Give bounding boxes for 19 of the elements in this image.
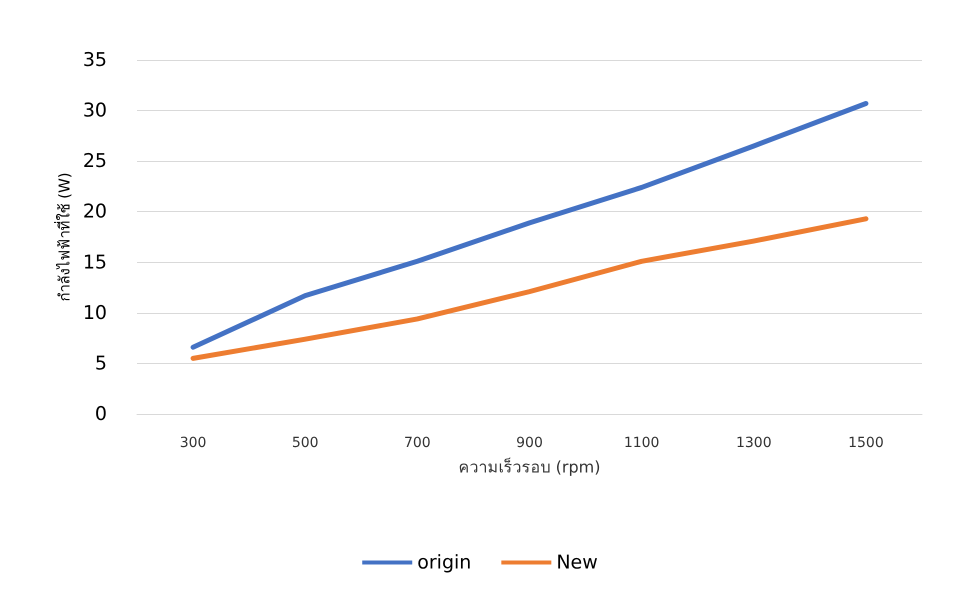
y-tick-label: 30 <box>82 100 107 122</box>
legend-label: New <box>556 552 598 574</box>
y-tick-label: 20 <box>82 200 107 223</box>
x-tick-label: 500 <box>292 435 319 451</box>
x-tick-label: 1300 <box>736 435 772 451</box>
x-tick-label: 1500 <box>848 435 884 451</box>
y-tick-label: 25 <box>82 150 107 172</box>
y-tick-label: 10 <box>82 302 107 324</box>
y-axis-title: กำลังไฟฟ้าที่ใช้ (W) <box>53 172 74 302</box>
x-tick-label: 300 <box>180 435 206 451</box>
y-tick-label: 0 <box>94 403 107 425</box>
y-tick-label: 15 <box>82 251 107 274</box>
y-tick-label: 5 <box>94 352 107 374</box>
x-axis-title: ความเร็วรอบ (rpm) <box>458 456 600 476</box>
legend-label: origin <box>417 552 472 574</box>
x-tick-label: 900 <box>516 435 543 451</box>
x-tick-label: 700 <box>404 435 431 451</box>
x-tick-label: 1100 <box>624 435 660 451</box>
y-tick-label: 35 <box>82 49 107 71</box>
